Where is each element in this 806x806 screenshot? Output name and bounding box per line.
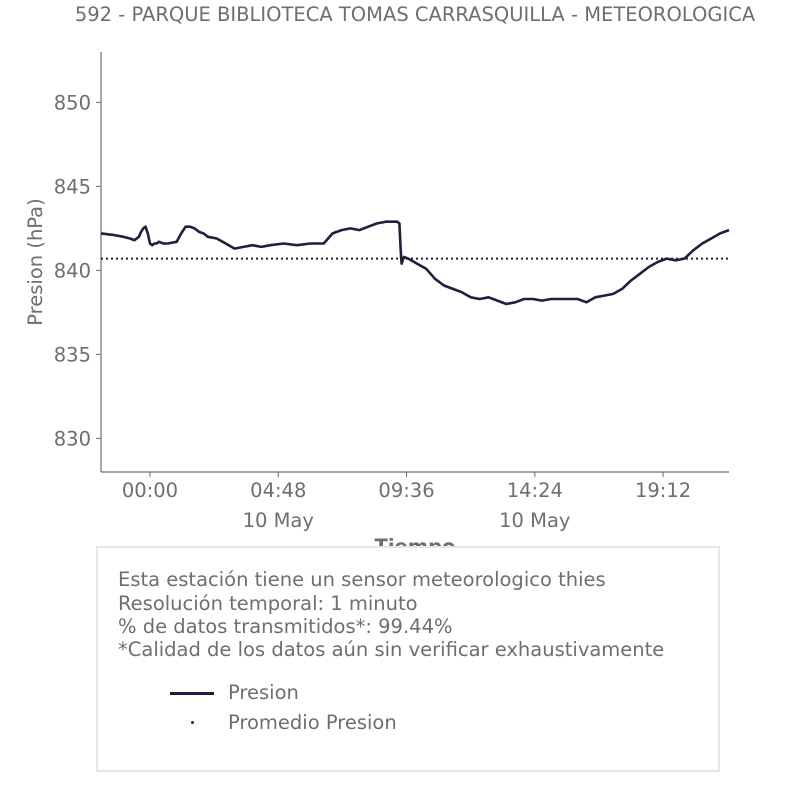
x-tick-date-label: 10 May [243, 509, 314, 532]
y-axis-label: Presion (hPa) [24, 198, 47, 325]
series-layer [100, 220, 730, 306]
info-line-quality: *Calidad de los datos aún sin verificar … [118, 638, 665, 661]
info-line-sensor: Esta estación tiene un sensor meteorolog… [118, 568, 606, 591]
y-tick-label: 845 [54, 175, 91, 198]
legend-label-presion: Presion [228, 681, 299, 704]
x-tick-date-label: 10 May [499, 509, 570, 532]
axes [100, 52, 729, 473]
legend-dot-swatch [191, 721, 194, 724]
x-tick-label: 14:24 [507, 479, 563, 502]
x-ticks: 00:00 04:48 10 May 09:36 14:24 10 May 19:12 [122, 472, 691, 532]
series-line-presion [100, 220, 730, 306]
chart-title: 592 - PARQUE BIBLIOTECA TOMAS CARRASQUIL… [75, 3, 756, 26]
legend-label-promedio: Promedio Presion [228, 711, 397, 734]
info-line-transmitted: % de datos transmitidos*: 99.44% [118, 615, 453, 638]
y-ticks: 830 835 840 845 850 [54, 91, 101, 450]
y-tick-label: 850 [54, 91, 91, 114]
x-tick-label: 00:00 [122, 479, 178, 502]
x-tick-label: 19:12 [635, 479, 691, 502]
info-line-resolution: Resolución temporal: 1 minuto [118, 592, 418, 615]
y-tick-label: 840 [54, 259, 91, 282]
y-tick-label: 830 [54, 427, 91, 450]
y-tick-label: 835 [54, 343, 91, 366]
x-tick-label: 04:48 [250, 479, 306, 502]
x-tick-label: 09:36 [378, 479, 434, 502]
legend-line-swatch [170, 692, 214, 695]
info-panel: Esta estación tiene un sensor meteorolog… [96, 546, 720, 772]
